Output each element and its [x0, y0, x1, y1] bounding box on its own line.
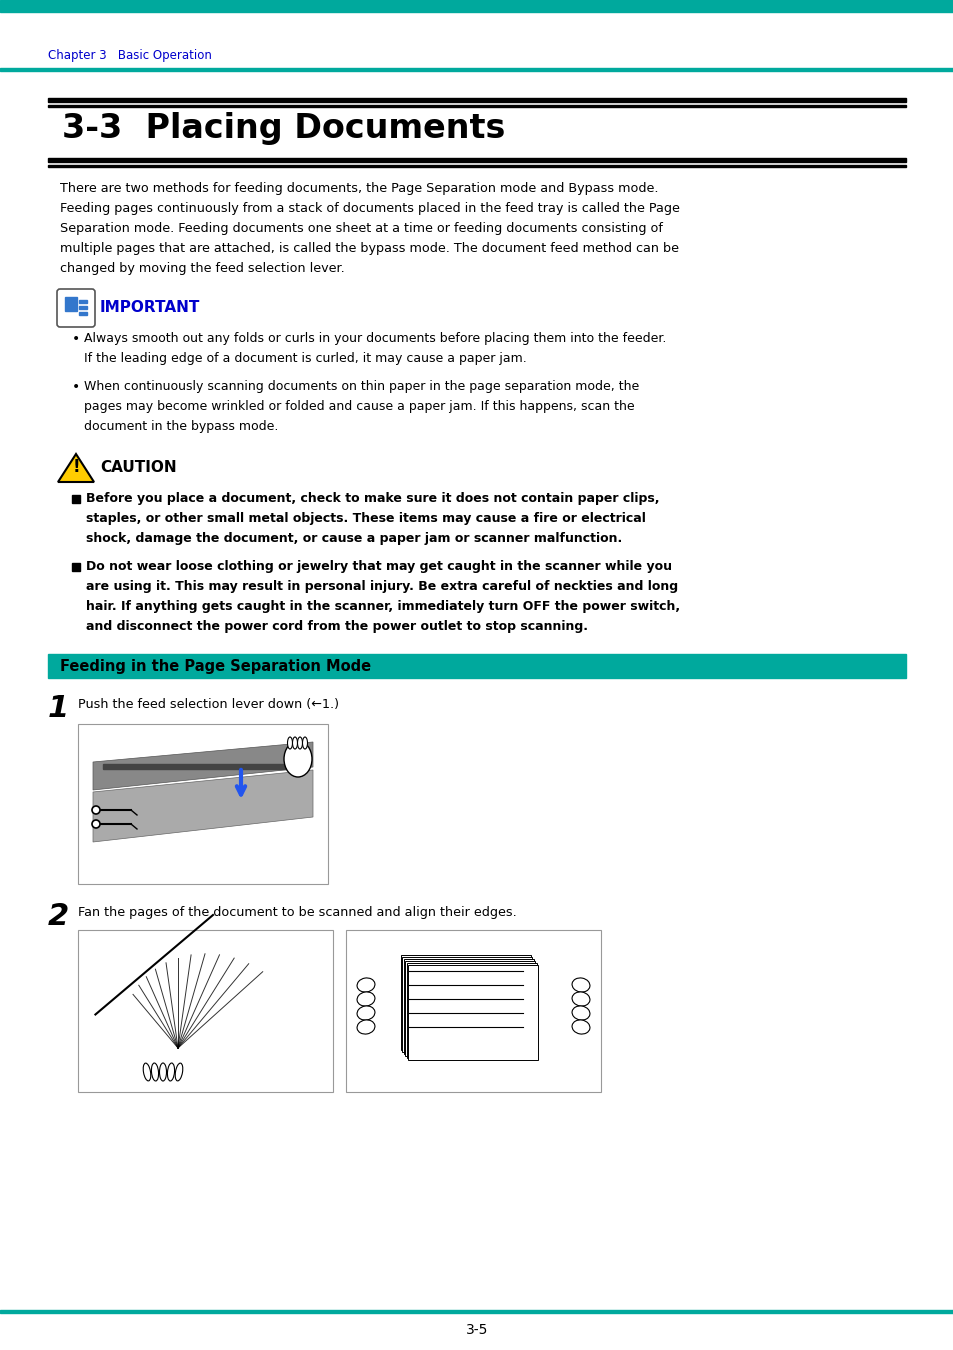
FancyBboxPatch shape — [57, 289, 95, 327]
Text: Separation mode. Feeding documents one sheet at a time or feeding documents cons: Separation mode. Feeding documents one s… — [60, 221, 662, 235]
Bar — [48, 653, 905, 678]
Bar — [0, 68, 953, 72]
Bar — [48, 99, 905, 103]
Bar — [407, 963, 537, 1058]
Ellipse shape — [284, 741, 312, 778]
Text: CAUTION: CAUTION — [100, 460, 176, 475]
Text: shock, damage the document, or cause a paper jam or scanner malfunction.: shock, damage the document, or cause a p… — [86, 532, 621, 545]
Ellipse shape — [356, 992, 375, 1006]
Bar — [48, 165, 905, 167]
Text: Fan the pages of the document to be scanned and align their edges.: Fan the pages of the document to be scan… — [78, 906, 517, 919]
Bar — [79, 300, 87, 302]
Bar — [79, 306, 87, 309]
Text: are using it. This may result in personal injury. Be extra careful of neckties a: are using it. This may result in persona… — [86, 580, 678, 593]
Text: Always smooth out any folds or curls in your documents before placing them into : Always smooth out any folds or curls in … — [84, 332, 666, 346]
Text: 3-3  Placing Documents: 3-3 Placing Documents — [62, 112, 505, 144]
Text: Push the feed selection lever down (←1.): Push the feed selection lever down (←1.) — [78, 698, 338, 711]
Ellipse shape — [356, 1021, 375, 1034]
Ellipse shape — [356, 1006, 375, 1021]
Text: 2: 2 — [48, 902, 70, 932]
Text: When continuously scanning documents on thin paper in the page separation mode, : When continuously scanning documents on … — [84, 379, 639, 393]
Ellipse shape — [356, 977, 375, 992]
Text: Do not wear loose clothing or jewelry that may get caught in the scanner while y: Do not wear loose clothing or jewelry th… — [86, 560, 671, 572]
Ellipse shape — [297, 737, 302, 749]
Bar — [48, 105, 905, 107]
Polygon shape — [92, 743, 313, 790]
Bar — [79, 312, 87, 315]
Text: multiple pages that are attached, is called the bypass mode. The document feed m: multiple pages that are attached, is cal… — [60, 242, 679, 255]
Polygon shape — [92, 769, 313, 842]
Text: IMPORTANT: IMPORTANT — [100, 300, 200, 315]
Bar — [400, 954, 531, 1050]
Text: Before you place a document, check to make sure it does not contain paper clips,: Before you place a document, check to ma… — [86, 491, 659, 505]
Ellipse shape — [287, 737, 293, 749]
Bar — [0, 0, 953, 12]
Bar — [103, 764, 297, 769]
Bar — [0, 1310, 953, 1314]
Ellipse shape — [159, 1062, 167, 1081]
Text: and disconnect the power cord from the power outlet to stop scanning.: and disconnect the power cord from the p… — [86, 620, 587, 633]
Polygon shape — [58, 454, 94, 482]
Bar — [65, 297, 77, 310]
Ellipse shape — [175, 1062, 183, 1081]
Text: 3-5: 3-5 — [465, 1323, 488, 1336]
Bar — [408, 965, 537, 1060]
Bar — [71, 563, 80, 571]
Circle shape — [91, 819, 100, 828]
Text: staples, or other small metal objects. These items may cause a fire or electrica: staples, or other small metal objects. T… — [86, 512, 645, 525]
Bar — [402, 957, 532, 1052]
Text: hair. If anything gets caught in the scanner, immediately turn OFF the power swi: hair. If anything gets caught in the sca… — [86, 599, 679, 613]
Text: 1: 1 — [48, 694, 70, 724]
Bar — [346, 930, 600, 1092]
Text: Feeding in the Page Separation Mode: Feeding in the Page Separation Mode — [60, 659, 371, 674]
Text: If the leading edge of a document is curled, it may cause a paper jam.: If the leading edge of a document is cur… — [84, 352, 526, 365]
Ellipse shape — [572, 1021, 589, 1034]
Ellipse shape — [143, 1062, 151, 1081]
Text: !: ! — [72, 459, 80, 477]
Text: pages may become wrinkled or folded and cause a paper jam. If this happens, scan: pages may become wrinkled or folded and … — [84, 400, 634, 413]
Text: There are two methods for feeding documents, the Page Separation mode and Bypass: There are two methods for feeding docume… — [60, 182, 658, 194]
Ellipse shape — [167, 1062, 174, 1081]
Bar — [405, 961, 535, 1056]
Text: Chapter 3   Basic Operation: Chapter 3 Basic Operation — [48, 49, 212, 62]
Ellipse shape — [572, 1006, 589, 1021]
Ellipse shape — [293, 737, 297, 749]
Ellipse shape — [302, 737, 307, 749]
Text: document in the bypass mode.: document in the bypass mode. — [84, 420, 278, 433]
Ellipse shape — [572, 992, 589, 1006]
Bar — [78, 724, 328, 884]
Text: •: • — [71, 332, 80, 346]
Bar — [48, 158, 905, 162]
Text: Feeding pages continuously from a stack of documents placed in the feed tray is : Feeding pages continuously from a stack … — [60, 202, 679, 215]
Ellipse shape — [152, 1062, 158, 1081]
Text: changed by moving the feed selection lever.: changed by moving the feed selection lev… — [60, 262, 344, 275]
Ellipse shape — [572, 977, 589, 992]
Bar — [403, 958, 534, 1054]
Text: •: • — [71, 379, 80, 394]
Bar — [78, 930, 333, 1092]
Bar — [71, 495, 80, 504]
Circle shape — [91, 806, 100, 814]
